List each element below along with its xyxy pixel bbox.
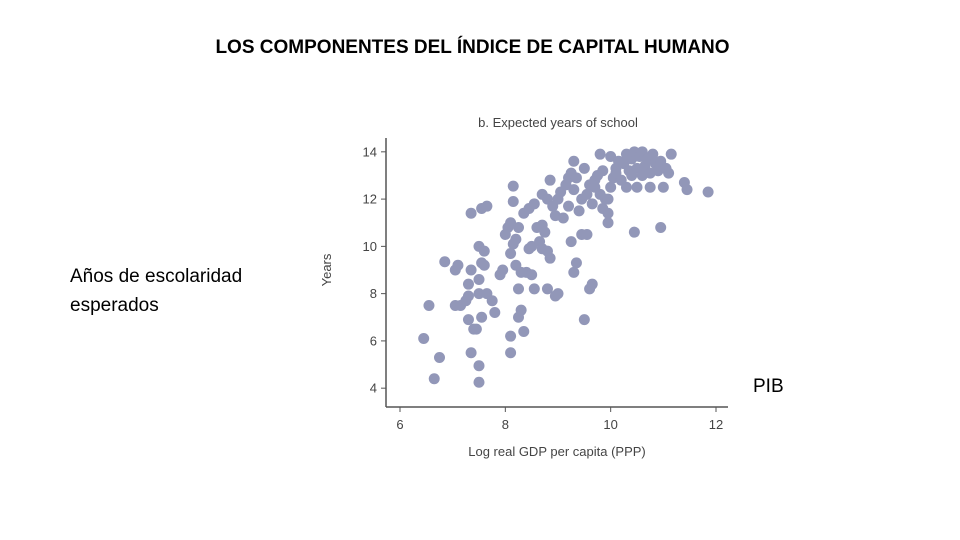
x-tick-label: 6 <box>396 417 403 432</box>
y-axis-label: Years <box>319 253 334 286</box>
scatter-point <box>513 221 524 233</box>
scatter-point <box>439 256 451 268</box>
scatter-point <box>702 186 714 198</box>
slide-title: LOS COMPONENTES DEL ÍNDICE DE CAPITAL HU… <box>215 37 730 58</box>
scatter-point <box>644 181 656 193</box>
scatter-point <box>470 323 482 335</box>
scatter-point <box>665 148 677 160</box>
scatter-point <box>539 226 551 238</box>
scatter-point <box>465 207 477 219</box>
points-layer <box>418 146 714 388</box>
scatter-point <box>497 264 509 276</box>
scatter-point <box>428 373 440 385</box>
scatter-point <box>434 351 445 363</box>
scatter-point <box>473 273 485 285</box>
y-tick-label: 6 <box>370 333 377 348</box>
scatter-point <box>597 165 609 177</box>
scatter-point <box>628 226 640 238</box>
scatter-point <box>473 360 485 372</box>
scatter-point <box>631 181 643 193</box>
scatter-point <box>513 283 524 295</box>
scatter-point <box>586 278 598 290</box>
scatter-point <box>541 283 553 295</box>
scatter-point <box>568 184 580 196</box>
scatter-point <box>505 247 517 259</box>
scatter-point <box>473 376 485 388</box>
scatter-point <box>418 333 430 345</box>
scatter-point <box>602 217 614 229</box>
scatter-point <box>620 181 632 193</box>
y-tick-label: 4 <box>370 381 377 396</box>
scatter-point <box>586 198 598 210</box>
x-tick-label: 12 <box>709 417 723 432</box>
scatter-point <box>563 200 575 212</box>
scatter-point <box>663 167 675 179</box>
scatter-point <box>423 299 435 311</box>
scatter-point <box>478 245 490 257</box>
scatter-point <box>552 288 564 300</box>
scatter-point <box>528 283 540 295</box>
scatter-point <box>626 169 638 181</box>
x-axis-label: Log real GDP per capita (PPP) <box>468 444 646 459</box>
scatter-point <box>581 188 593 200</box>
scatter-point <box>473 288 485 300</box>
scatter-point <box>507 195 519 207</box>
y-tick-label: 12 <box>363 192 377 207</box>
x-axis-description-label: PIB <box>753 376 784 397</box>
scatter-point <box>681 184 693 196</box>
y-axis-description-label: Años de escolaridad esperados <box>70 266 243 316</box>
scatter-point <box>544 252 556 264</box>
scatter-point <box>570 257 582 269</box>
scatter-point <box>462 278 474 290</box>
scatter-point <box>602 207 614 219</box>
scatter-point <box>523 243 535 255</box>
scatter-point <box>581 229 593 241</box>
x-tick-label: 10 <box>603 417 617 432</box>
scatter-point <box>568 266 580 278</box>
scatter-point <box>610 167 622 179</box>
scatter-point <box>486 295 498 307</box>
y-tick-label: 10 <box>363 239 377 254</box>
scatter-point <box>568 155 580 167</box>
scatter-point <box>573 205 585 217</box>
scatter-point <box>589 181 601 193</box>
scatter-point <box>578 314 590 326</box>
scatter-point <box>462 314 474 326</box>
scatter-point <box>657 181 669 193</box>
scatter-point <box>570 172 582 184</box>
y-tick-label: 14 <box>363 144 377 159</box>
scatter-point <box>557 212 569 224</box>
scatter-point <box>505 330 517 342</box>
scatter-point <box>647 148 659 160</box>
scatter-point <box>465 347 477 359</box>
scatter-point <box>544 174 556 186</box>
scatter-point <box>594 148 606 160</box>
scatter-point <box>565 236 577 248</box>
scatter-point <box>505 347 517 359</box>
scatter-point <box>518 325 530 337</box>
scatter-point <box>478 259 490 271</box>
scatter-point <box>452 259 464 271</box>
scatter-point <box>481 200 493 212</box>
chart-title: b. Expected years of school <box>478 115 638 130</box>
scatter-point <box>462 290 474 302</box>
scatter-point <box>526 269 538 281</box>
scatter-point <box>476 311 488 323</box>
scatter-point <box>515 304 527 316</box>
scatter-point <box>578 162 590 174</box>
ticks-layer: 4 6 8 10 12 14 6 8 10 12 <box>363 144 724 432</box>
scatter-point <box>489 307 501 319</box>
scatter-point <box>528 198 540 210</box>
x-tick-label: 8 <box>502 417 509 432</box>
scatter-point <box>505 217 517 229</box>
scatter-point <box>465 264 477 276</box>
scatter-point <box>605 181 617 193</box>
y-tick-label: 8 <box>370 286 377 301</box>
scatter-point <box>510 233 522 245</box>
scatter-point <box>602 193 614 205</box>
scatter-point <box>605 151 617 163</box>
scatter-point <box>655 221 667 233</box>
scatter-point <box>507 180 519 192</box>
